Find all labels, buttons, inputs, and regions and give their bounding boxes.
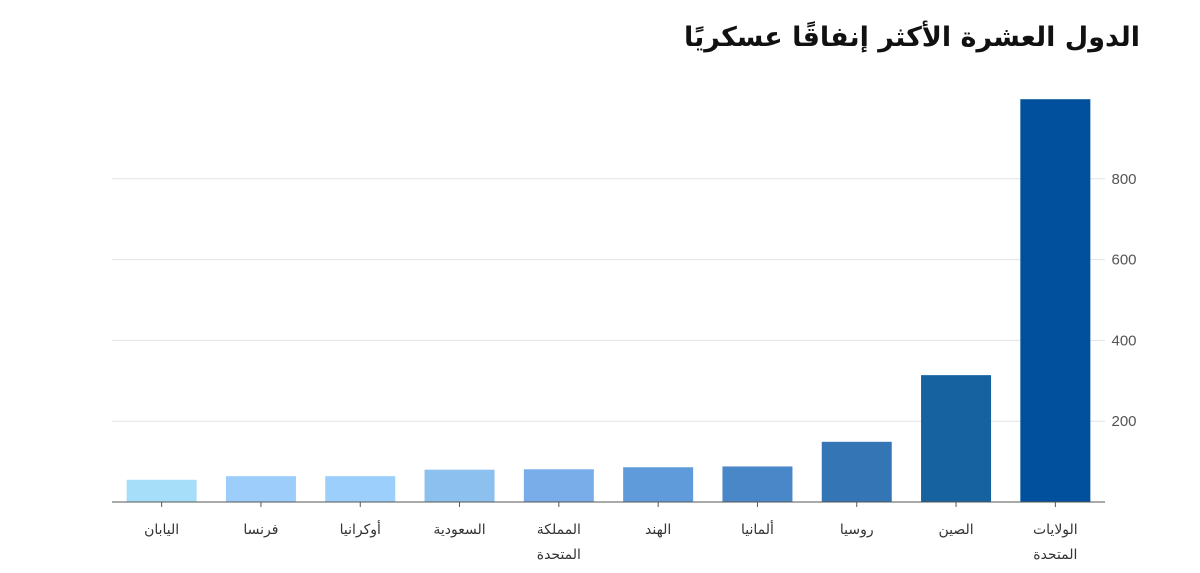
bar <box>325 476 396 502</box>
x-tick-label-line: المملكة <box>537 522 581 538</box>
chart-title: الدول العشرة الأكثر إنفاقًا عسكريًا <box>684 22 1140 53</box>
bar <box>623 467 694 502</box>
x-tick-label: السعودية <box>433 522 485 538</box>
y-tick-label: 600 <box>1111 252 1136 269</box>
x-tick-label: روسيا <box>840 522 874 538</box>
x-tick-label-line: السعودية <box>433 522 485 538</box>
x-tick-label-line: الهند <box>645 522 671 538</box>
bar <box>921 375 992 502</box>
x-tick-label-line: الصين <box>938 522 973 538</box>
x-axis <box>112 501 1105 507</box>
x-tick-label: الصين <box>938 522 973 538</box>
x-tick-label: المملكة المتحدة <box>537 522 581 563</box>
bar <box>424 469 495 502</box>
bars <box>126 99 1091 502</box>
x-tick-label-line: المتحدة <box>1033 547 1077 563</box>
bar <box>821 441 892 502</box>
x-tick-label: ألمانيا <box>741 520 774 538</box>
x-tick-label-line: المتحدة <box>537 547 581 563</box>
x-axis-category-labels: الولايات المتحدة الصين روسيا ألمانيا الهند الم… <box>144 520 1078 563</box>
x-tick-label-line: ألمانيا <box>741 520 774 538</box>
x-tick-label: اليابان <box>144 522 179 538</box>
bar <box>523 469 594 502</box>
x-tick-label-line: اليابان <box>144 522 179 538</box>
x-tick-label: الهند <box>645 522 671 538</box>
bar <box>225 476 296 502</box>
x-tick-label: أوكرانيا <box>340 520 381 538</box>
bar <box>1020 99 1091 502</box>
x-tick-label-line: فرنسا <box>243 522 278 538</box>
y-tick-label: 200 <box>1111 413 1136 430</box>
bar <box>722 466 793 502</box>
x-tick-label-line: أوكرانيا <box>340 520 381 538</box>
y-tick-label: 400 <box>1111 332 1136 349</box>
x-tick-label: فرنسا <box>243 522 278 538</box>
x-tick-label: الولايات المتحدة <box>1033 522 1078 563</box>
bar <box>126 479 197 502</box>
x-tick-label-line: الولايات <box>1033 522 1078 538</box>
x-tick-label-line: روسيا <box>840 522 874 538</box>
y-tick-label: 800 <box>1111 171 1136 188</box>
y-axis-tick-labels: 200 400 600 800 <box>1111 171 1136 430</box>
